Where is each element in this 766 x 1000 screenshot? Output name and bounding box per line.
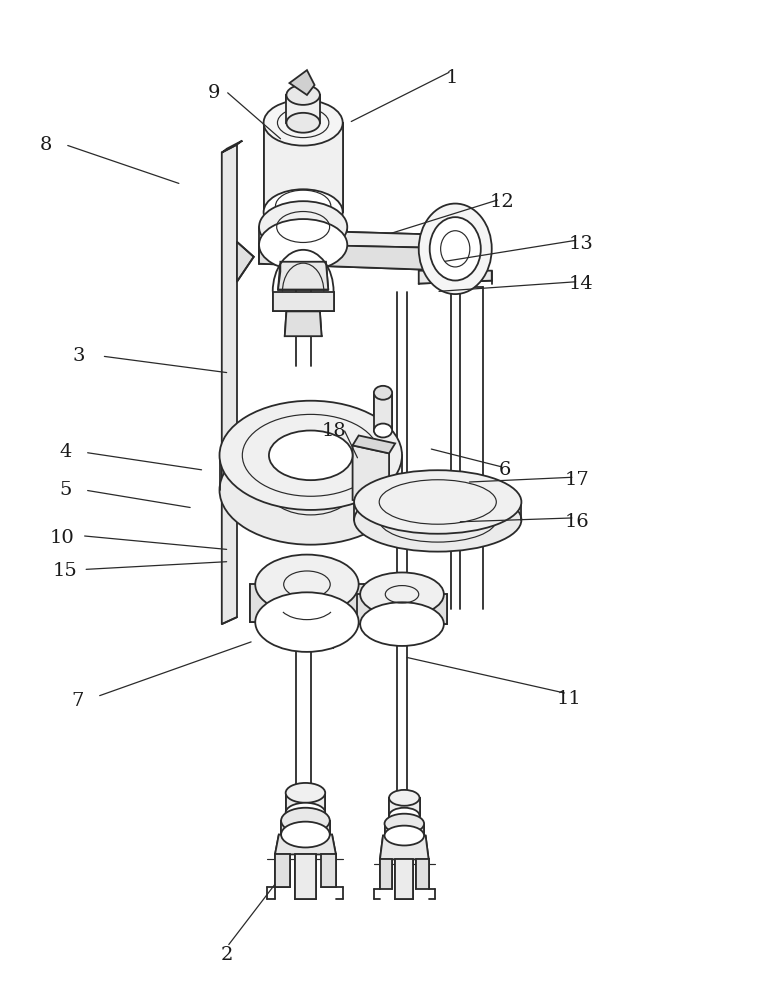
- Polygon shape: [357, 594, 447, 624]
- Ellipse shape: [264, 189, 342, 235]
- Text: 15: 15: [53, 562, 77, 580]
- Text: 6: 6: [499, 461, 511, 479]
- Polygon shape: [419, 271, 492, 284]
- Polygon shape: [358, 589, 360, 619]
- Text: 10: 10: [50, 529, 74, 547]
- Polygon shape: [321, 854, 336, 887]
- Ellipse shape: [286, 783, 326, 803]
- Text: 14: 14: [568, 275, 593, 293]
- Text: 5: 5: [59, 481, 71, 499]
- Polygon shape: [286, 95, 320, 123]
- Polygon shape: [264, 123, 342, 212]
- Text: 12: 12: [489, 193, 514, 211]
- Polygon shape: [259, 232, 482, 249]
- Text: 9: 9: [208, 84, 221, 102]
- Text: 17: 17: [565, 471, 589, 489]
- Ellipse shape: [281, 822, 330, 847]
- Polygon shape: [374, 393, 392, 431]
- Polygon shape: [395, 859, 414, 899]
- Ellipse shape: [389, 790, 420, 806]
- Ellipse shape: [360, 572, 444, 616]
- Ellipse shape: [220, 435, 402, 545]
- Ellipse shape: [430, 217, 481, 281]
- Ellipse shape: [374, 424, 392, 437]
- Ellipse shape: [259, 201, 347, 253]
- Polygon shape: [417, 859, 429, 889]
- Polygon shape: [352, 445, 389, 508]
- Polygon shape: [237, 242, 254, 282]
- Polygon shape: [380, 836, 429, 859]
- Text: 4: 4: [59, 443, 71, 461]
- Polygon shape: [275, 854, 290, 887]
- Text: 7: 7: [71, 692, 83, 710]
- Text: 16: 16: [565, 513, 589, 531]
- Text: 8: 8: [40, 136, 52, 154]
- Polygon shape: [222, 141, 242, 153]
- Text: 3: 3: [73, 347, 85, 365]
- Polygon shape: [380, 859, 392, 889]
- Ellipse shape: [286, 85, 320, 105]
- Polygon shape: [286, 793, 326, 813]
- Polygon shape: [352, 435, 395, 453]
- Ellipse shape: [360, 602, 444, 646]
- Ellipse shape: [255, 555, 358, 614]
- Polygon shape: [285, 311, 322, 336]
- Ellipse shape: [255, 592, 358, 652]
- Polygon shape: [281, 821, 330, 835]
- Polygon shape: [275, 835, 336, 854]
- Ellipse shape: [286, 803, 326, 823]
- Text: 18: 18: [321, 422, 346, 440]
- Ellipse shape: [354, 470, 522, 534]
- Polygon shape: [295, 854, 316, 899]
- Ellipse shape: [374, 386, 392, 400]
- Ellipse shape: [259, 219, 347, 271]
- Polygon shape: [250, 584, 364, 622]
- Ellipse shape: [286, 113, 320, 133]
- Text: 1: 1: [445, 69, 457, 87]
- Ellipse shape: [354, 488, 522, 552]
- Polygon shape: [259, 244, 482, 272]
- Ellipse shape: [419, 204, 492, 294]
- Polygon shape: [290, 70, 315, 95]
- Polygon shape: [385, 824, 424, 836]
- Polygon shape: [389, 798, 420, 816]
- Ellipse shape: [220, 401, 402, 510]
- Ellipse shape: [269, 431, 352, 480]
- Text: 13: 13: [568, 235, 593, 253]
- Polygon shape: [273, 292, 333, 311]
- Ellipse shape: [385, 814, 424, 834]
- Ellipse shape: [264, 100, 342, 146]
- Polygon shape: [222, 145, 237, 624]
- Ellipse shape: [281, 808, 330, 834]
- Polygon shape: [278, 262, 329, 290]
- Ellipse shape: [385, 826, 424, 845]
- Text: 11: 11: [557, 690, 581, 708]
- Text: 2: 2: [221, 946, 234, 964]
- Ellipse shape: [389, 808, 420, 824]
